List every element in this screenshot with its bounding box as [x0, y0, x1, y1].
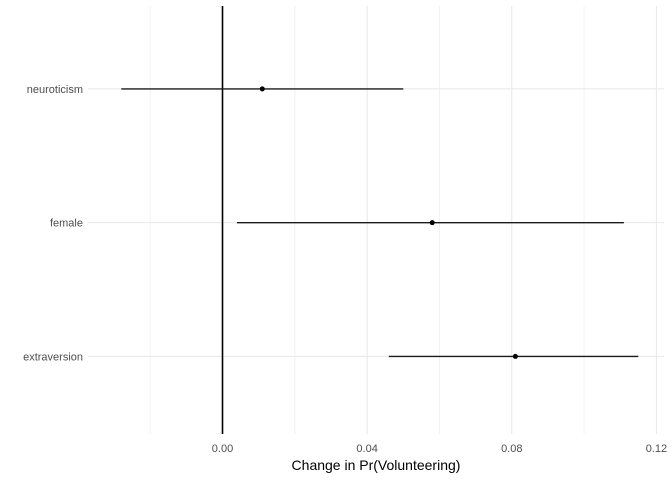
point-estimate-neuroticism [259, 86, 265, 92]
y-category-label: female [50, 218, 83, 230]
x-axis-title: Change in Pr(Volunteering) [292, 457, 461, 473]
y-category-label: neuroticism [27, 84, 83, 96]
point-estimate-extraversion [512, 353, 518, 359]
point-estimate-female [429, 220, 435, 226]
x-tick-label: 0.04 [356, 443, 377, 455]
x-tick-label: 0.08 [501, 443, 522, 455]
x-tick-label: 0.12 [646, 443, 667, 455]
x-tick-label: 0.00 [212, 443, 233, 455]
y-category-label: extraversion [23, 351, 83, 363]
